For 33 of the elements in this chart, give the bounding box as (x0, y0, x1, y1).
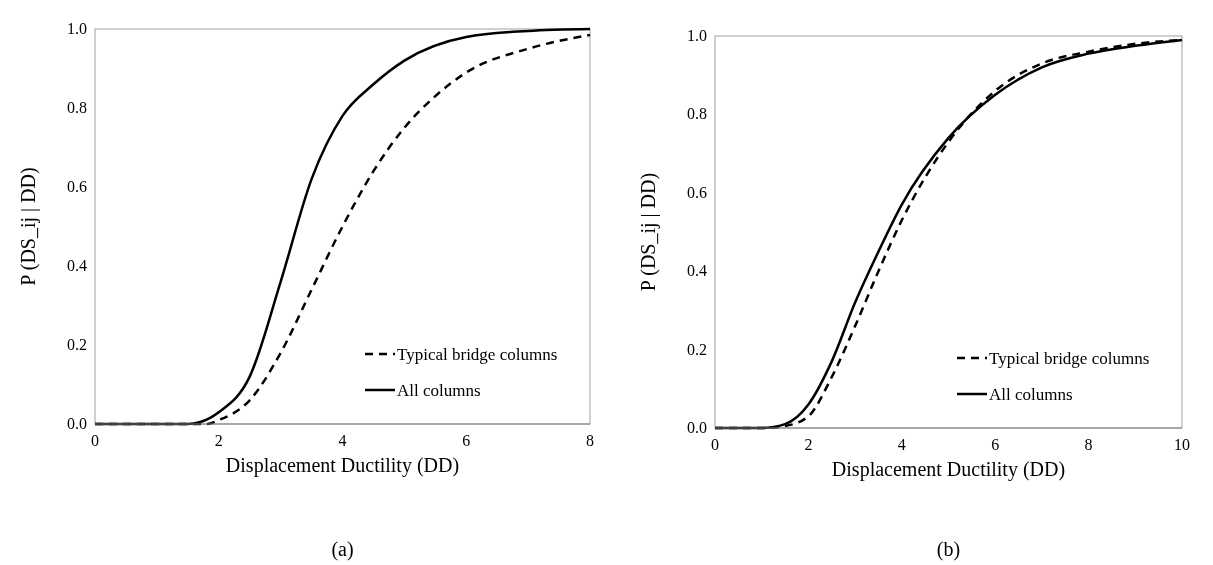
y-axis-title: P (DS_ij | DD) (17, 167, 40, 286)
y-tick-label: 0.4 (687, 262, 707, 280)
x-axis-title: Displacement Ductility (DD) (225, 454, 460, 477)
legend-label: All columns (397, 381, 481, 400)
y-tick-label: 0.4 (67, 257, 87, 274)
x-tick-label: 4 (338, 432, 347, 449)
x-tick-label: 2 (804, 436, 813, 453)
x-tick-label: 10 (1174, 436, 1190, 453)
x-tick-label: 0 (91, 432, 99, 449)
y-tick-label: 0.8 (687, 105, 707, 123)
y-tick-label: 0.2 (687, 340, 707, 358)
text: (b) (936, 538, 961, 561)
x-tick-label: 2 (214, 432, 223, 449)
text: (a) (331, 538, 354, 561)
y-tick-label: 0.0 (687, 419, 707, 436)
y-tick-label: 0.6 (67, 178, 87, 195)
y-axis-title: P (DS_ij | DD) (637, 172, 660, 292)
legend-label: Typical bridge columns (989, 349, 1150, 368)
x-tick-label: 4 (897, 436, 906, 453)
x-tick-label: 6 (991, 436, 1000, 453)
y-tick-label: 0.8 (67, 99, 87, 116)
x-tick-label: 8 (1084, 436, 1093, 453)
y-tick-label: 1.0 (687, 27, 707, 44)
x-tick-label: 6 (462, 432, 471, 449)
legend-label: Typical bridge columns (397, 345, 558, 364)
y-tick-label: 0.2 (67, 336, 87, 353)
x-tick-label: 0 (711, 436, 719, 453)
y-tick-label: 1.0 (67, 20, 87, 37)
x-axis-title: Displacement Ductility (DD) (831, 458, 1066, 481)
legend-label: All columns (989, 385, 1073, 404)
y-tick-label: 0.6 (687, 183, 707, 201)
y-tick-label: 0.0 (67, 415, 87, 432)
x-tick-label: 8 (586, 432, 594, 449)
